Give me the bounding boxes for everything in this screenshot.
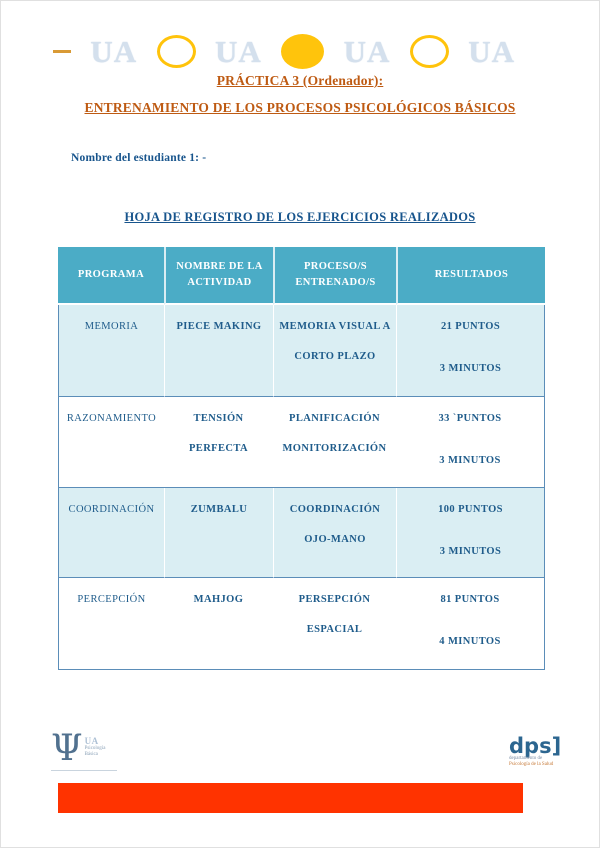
cell-resultados: 33 `PUNTOS 3 MINUTOS: [396, 397, 545, 488]
ua-wordmark: UA: [343, 33, 391, 69]
col-header-proceso: PROCESO/S ENTRENADO/S: [273, 247, 396, 305]
psychology-department-logo: Ψ UA Psicología Básica: [51, 731, 117, 771]
col-header-resultados: RESULTADOS: [396, 247, 545, 305]
logo-sub-line2: Básica: [84, 752, 98, 757]
student-name-label: Nombre del estudiante 1: -: [71, 152, 207, 164]
dps-wordmark: dps]: [509, 734, 562, 758]
table-row: RAZONAMIENTO TENSIÓN PERFECTA PLANIFICAC…: [58, 397, 545, 488]
circle-outline-icon: [156, 34, 196, 68]
cell-programa: RAZONAMIENTO: [58, 397, 164, 488]
table-row: MEMORIA PIECE MAKING MEMORIA VISUAL A CO…: [58, 305, 545, 397]
table-header-row: PROGRAMA NOMBRE DE LA ACTIVIDAD PROCESO/…: [58, 247, 545, 305]
circle-outline-icon: [409, 34, 449, 68]
header-band: UA UA UA UA: [53, 31, 515, 71]
cell-proceso: MEMORIA VISUAL A CORTO PLAZO: [273, 305, 396, 397]
ua-wordmark: UA: [90, 33, 138, 69]
practice-title: PRÁCTICA 3 (Ordenador):: [216, 73, 384, 88]
cell-resultados: 100 PUNTOS 3 MINUTOS: [396, 488, 545, 578]
logo-ua-text: UA: [84, 736, 99, 746]
ua-wordmark: UA: [468, 33, 515, 69]
cell-actividad: PIECE MAKING: [164, 305, 273, 397]
cell-resultados: 81 PUNTOS 4 MINUTOS: [396, 578, 545, 670]
cell-programa: COORDINACIÓN: [58, 488, 164, 578]
exercise-table: PROGRAMA NOMBRE DE LA ACTIVIDAD PROCESO/…: [58, 247, 545, 670]
dps-logo: dps] departamento de Psicología de la Sa…: [509, 736, 569, 768]
ua-wordmark: UA: [215, 33, 262, 69]
cell-actividad: MAHJOG: [164, 578, 273, 670]
circle-filled-icon: [281, 33, 325, 69]
table-row: COORDINACIÓN ZUMBALU COORDINACIÓN OJO-MA…: [58, 488, 545, 578]
exercise-table-wrap: PROGRAMA NOMBRE DE LA ACTIVIDAD PROCESO/…: [58, 247, 545, 670]
footer-accent-bar: [58, 783, 523, 813]
sheet-title: HOJA DE REGISTRO DE LOS EJERCICIOS REALI…: [124, 210, 476, 224]
cell-proceso: PERSEPCIÓN ESPACIAL: [273, 578, 396, 670]
dps-sub-line2: Psicología de la Salud: [509, 762, 554, 767]
cell-actividad: ZUMBALU: [164, 488, 273, 578]
cell-programa: PERCEPCIÓN: [58, 578, 164, 670]
col-header-actividad: NOMBRE DE LA ACTIVIDAD: [164, 247, 273, 305]
table-row: PERCEPCIÓN MAHJOG PERSEPCIÓN ESPACIAL 81…: [58, 578, 545, 670]
cell-resultados: 21 PUNTOS 3 MINUTOS: [396, 305, 545, 397]
col-header-programa: PROGRAMA: [58, 247, 164, 305]
cell-actividad: TENSIÓN PERFECTA: [164, 397, 273, 488]
cell-programa: MEMORIA: [58, 305, 164, 397]
practice-subtitle: ENTRENAMIENTO DE LOS PROCESOS PSICOLÓGIC…: [84, 100, 516, 115]
dps-sub-line1: departamento de: [509, 756, 543, 761]
logo-sub-line1: Psicología: [84, 746, 106, 751]
dash-decoration: [53, 49, 71, 53]
cell-proceso: COORDINACIÓN OJO-MANO: [273, 488, 396, 578]
psi-icon: Ψ: [51, 728, 83, 769]
cell-proceso: PLANIFICACIÓN MONITORIZACIÓN: [273, 397, 396, 488]
